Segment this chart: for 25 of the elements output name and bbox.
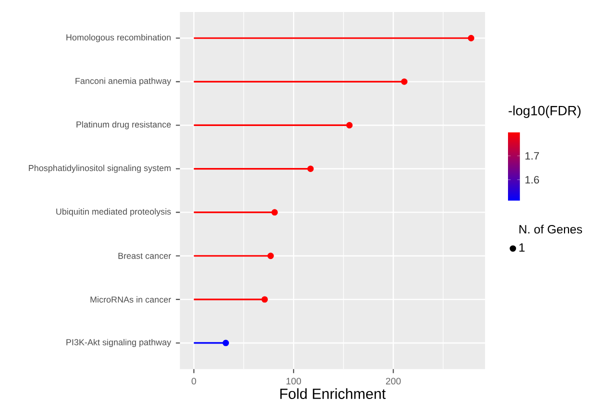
point [267,252,274,259]
x-axis-title: Fold Enrichment [280,388,386,399]
y-tick-label: MicroRNAs in cancer [90,296,172,302]
y-tick-label: Fanconi anemia pathway [76,77,172,86]
y-tick-label: Breast cancer [118,252,172,259]
point [401,78,408,85]
y-tick-label: Ubiquitin mediated proteolysis [56,208,171,216]
x-tick-label: 0 [192,378,196,384]
x-tick-label: 200 [386,378,401,384]
y-tick-label: PI3K-Akt signaling pathway [66,338,172,347]
legend-title: N. of Genes [519,224,582,234]
color-bar-title: -log10(FDR) [508,105,581,118]
point [261,296,268,302]
point [307,165,314,172]
x-tick-label: 100 [286,378,302,384]
point [222,340,229,346]
point [271,208,278,216]
color-bar-label: 1.6 [525,176,539,184]
y-tick-label: Platinum drug resistance [76,120,171,130]
point [346,122,353,128]
legend-label: 1 [519,243,525,252]
y-tick-label: Phosphatidylinositol signaling system [28,164,171,173]
color-bar-label: 1.7 [525,152,539,160]
y-tick-label: Homologous recombination [66,34,171,42]
point [468,34,474,42]
